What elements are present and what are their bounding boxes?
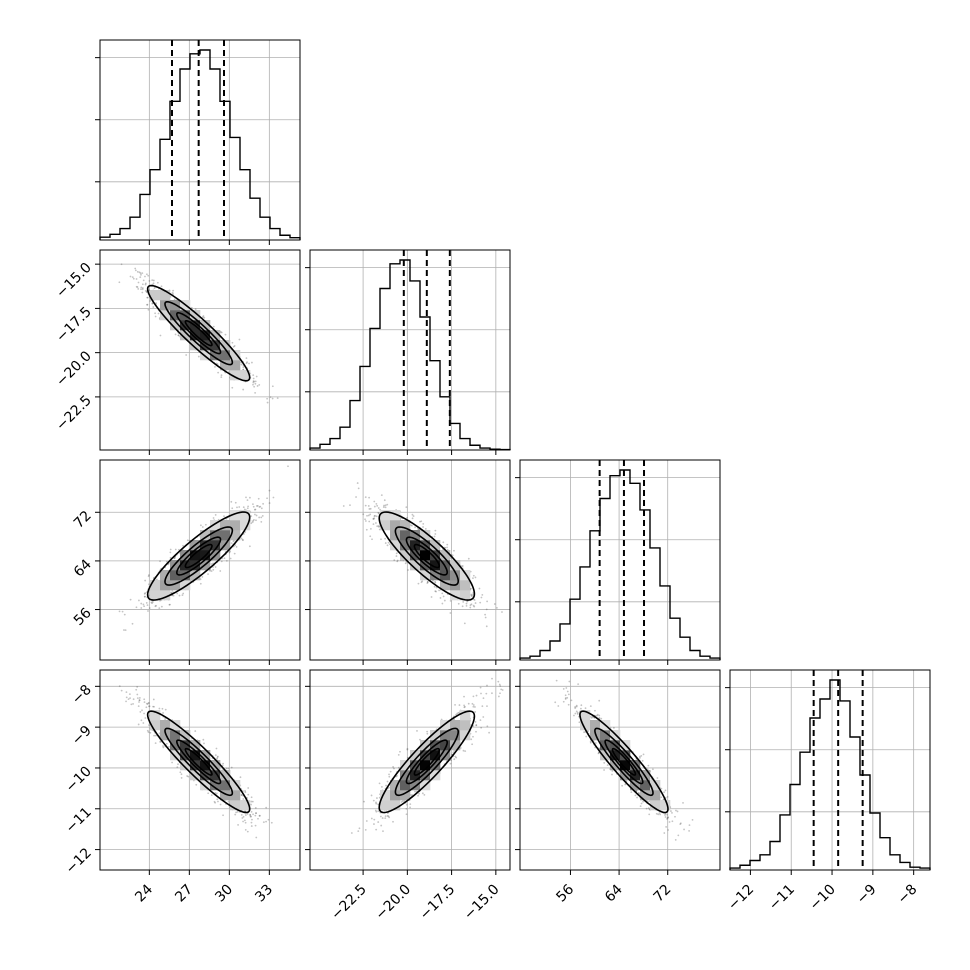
contour-line xyxy=(184,747,213,776)
contour-line xyxy=(146,710,251,814)
density-bins xyxy=(580,710,671,811)
contour-line xyxy=(146,511,251,601)
contour-line xyxy=(164,526,234,586)
histogram-panel-3: −12 −11 −10 −9 −8 xyxy=(725,669,931,914)
contour-line xyxy=(579,710,669,814)
grid xyxy=(310,250,510,450)
y-tick-label: −20.0 xyxy=(53,348,95,390)
contour-line xyxy=(413,747,441,776)
y-tick-label: −9 xyxy=(69,723,95,749)
grid xyxy=(100,40,300,240)
contour-line xyxy=(394,526,460,586)
contour-line xyxy=(378,511,476,601)
panel-frame xyxy=(309,669,511,871)
grid xyxy=(520,460,720,660)
scatter-panel-2-1 xyxy=(305,459,511,665)
x-tick-label: 30 xyxy=(212,882,236,906)
contour-line xyxy=(611,747,637,776)
contour-line xyxy=(405,536,449,576)
x-tick-label: −12 xyxy=(725,882,757,914)
y-tick-label: −22.5 xyxy=(53,392,95,434)
x-tick-label: 24 xyxy=(132,881,156,905)
histogram-panel-0 xyxy=(95,39,301,245)
y-tick-label: −12 xyxy=(63,845,95,877)
grid xyxy=(730,670,930,870)
contour-line xyxy=(164,727,234,797)
y-tick-label: 64 xyxy=(71,556,95,580)
histogram-step xyxy=(519,469,721,660)
contour-line xyxy=(184,319,213,347)
contour-line xyxy=(594,727,654,797)
contour-line xyxy=(146,284,251,382)
x-tick-label: −17.5 xyxy=(417,882,459,924)
scatter-panel-3-1: −22.5 −20.0 −17.5 −15.0 xyxy=(305,669,511,924)
panel-frame xyxy=(99,39,301,241)
panel-frame xyxy=(519,459,721,661)
density-bins xyxy=(380,710,471,811)
x-tick-label: 56 xyxy=(553,881,577,905)
x-tick-label: 64 xyxy=(602,881,626,905)
histogram-step xyxy=(309,259,511,451)
x-tick-label: 27 xyxy=(172,882,196,906)
histogram-step xyxy=(729,679,931,870)
contour-line xyxy=(405,739,449,785)
panel-frame xyxy=(519,669,721,871)
histogram-panel-2 xyxy=(515,459,721,665)
panel-frame xyxy=(99,249,301,451)
x-tick-label: −20.0 xyxy=(373,882,415,924)
scatter-panel-3-0: 24 27 30 33 −12 −11 −10 −9 −8 xyxy=(63,669,301,906)
panel-frame xyxy=(99,669,301,871)
density-bins xyxy=(150,510,251,601)
panel-frame xyxy=(729,669,931,871)
contour-line xyxy=(413,543,441,569)
contour-line xyxy=(604,739,644,785)
x-tick-label: 33 xyxy=(252,882,276,906)
density-bins xyxy=(380,510,471,601)
y-tick-label: −8 xyxy=(69,682,95,708)
scatter-panel-1-0: −22.5−20.0−17.5−15.0 xyxy=(53,249,301,455)
x-tick-label: −22.5 xyxy=(328,882,370,924)
y-tick-label: −15.0 xyxy=(53,260,95,302)
x-tick-label: −11 xyxy=(766,882,798,914)
contour-line xyxy=(176,739,222,785)
contour-line xyxy=(394,727,460,797)
scatter-panel-2-0: 56 64 72 xyxy=(71,459,301,665)
panel-frame xyxy=(309,249,511,451)
histogram-panel-1 xyxy=(305,249,511,455)
y-tick-label: 72 xyxy=(71,508,95,532)
density-bins xyxy=(150,710,251,811)
y-tick-label: 56 xyxy=(71,605,95,629)
contour-line xyxy=(164,300,234,366)
x-tick-label: −15.0 xyxy=(461,882,503,924)
contour-line xyxy=(176,536,222,576)
x-tick-label: −8 xyxy=(895,882,921,908)
panel-frame xyxy=(99,459,301,661)
contour-line xyxy=(176,311,222,355)
y-tick-label: −10 xyxy=(63,763,95,795)
histogram-step xyxy=(99,49,301,240)
contour-line xyxy=(184,543,213,569)
contour-line xyxy=(378,710,476,814)
panel-frame xyxy=(309,459,511,661)
x-tick-label: 72 xyxy=(651,882,675,906)
y-tick-label: −17.5 xyxy=(53,304,95,346)
scatter-panel-3-2: 56 64 72 xyxy=(515,669,721,906)
x-tick-label: −9 xyxy=(854,882,880,908)
x-tick-label: −10 xyxy=(807,882,839,914)
y-tick-label: −11 xyxy=(63,804,95,836)
